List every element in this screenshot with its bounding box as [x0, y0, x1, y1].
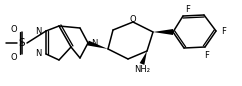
Polygon shape — [153, 29, 173, 35]
Text: O: O — [130, 15, 136, 23]
Text: N: N — [35, 26, 41, 36]
Polygon shape — [140, 51, 147, 65]
Text: F: F — [204, 50, 209, 60]
Text: N: N — [35, 50, 41, 58]
Text: F: F — [222, 26, 227, 36]
Text: O: O — [11, 25, 17, 34]
Text: F: F — [186, 4, 190, 14]
Text: N: N — [91, 39, 97, 47]
Text: O: O — [11, 52, 17, 61]
Text: NH₂: NH₂ — [134, 64, 150, 74]
Text: S: S — [19, 38, 25, 48]
Polygon shape — [87, 41, 108, 49]
